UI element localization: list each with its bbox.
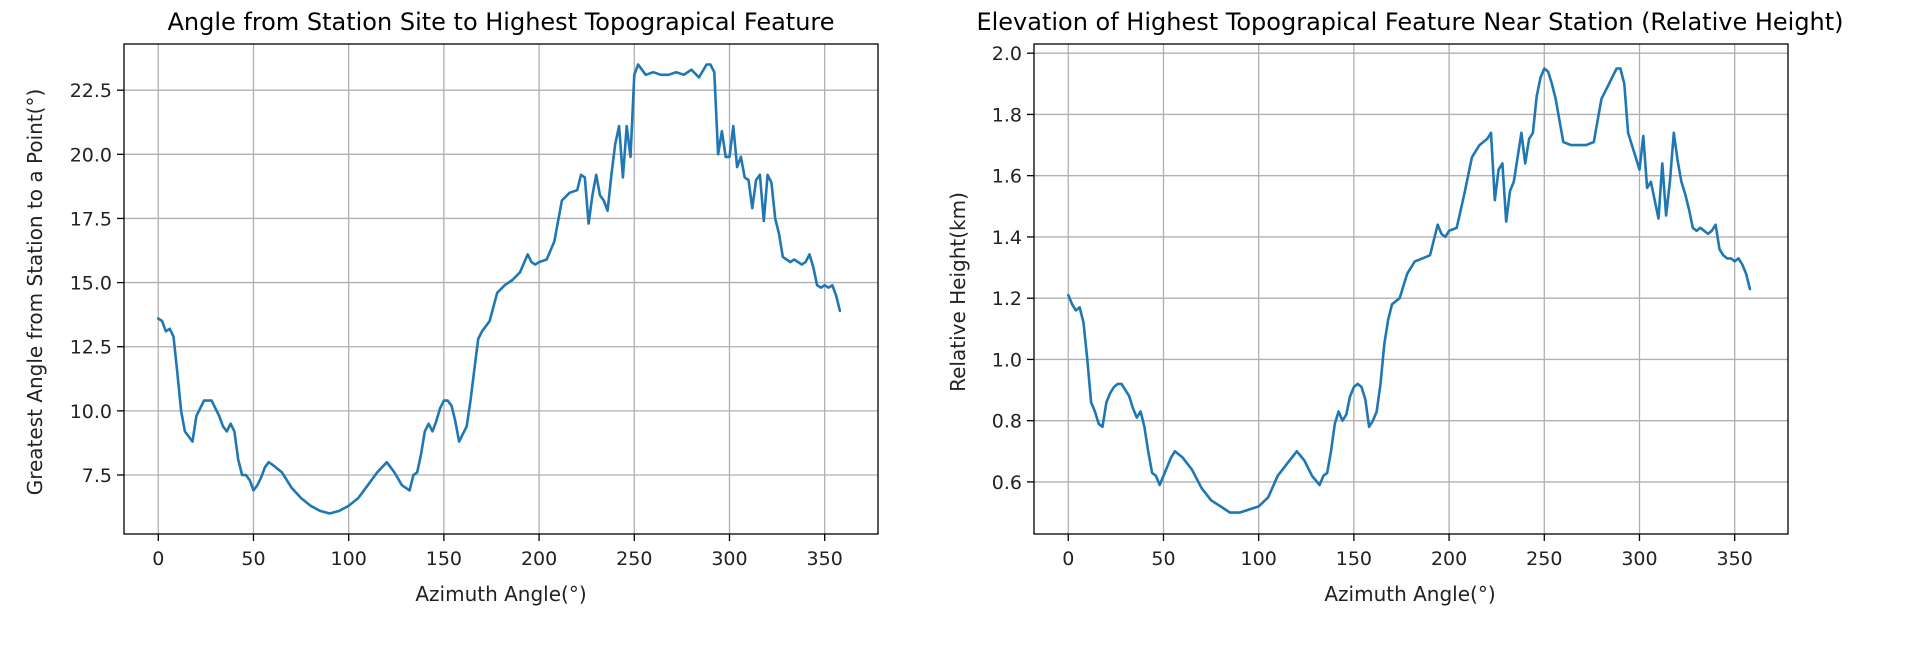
y-tick-label: 0.8 <box>992 411 1022 433</box>
y-tick-label: 12.5 <box>70 337 112 359</box>
x-tick-label: 350 <box>807 548 843 570</box>
plot-frame <box>123 43 879 535</box>
x-tick-label: 100 <box>331 548 367 570</box>
chart-angle: Angle from Station Site to Highest Topog… <box>23 8 879 606</box>
y-tick-label: 7.5 <box>82 465 112 487</box>
y-tick-label: 15.0 <box>70 273 112 295</box>
x-tick-label: 300 <box>711 548 747 570</box>
y-tick-label: 10.0 <box>70 401 112 423</box>
x-tick-label: 300 <box>1621 548 1657 570</box>
chart-elevation: Elevation of Highest Topograpical Featur… <box>946 8 1844 606</box>
x-axis-label: Azimuth Angle(°) <box>1324 582 1495 606</box>
y-tick-label: 22.5 <box>70 80 112 102</box>
x-tick-label: 200 <box>1431 548 1467 570</box>
series-line <box>1067 67 1752 514</box>
x-tick-label: 350 <box>1717 548 1753 570</box>
y-tick-label: 1.4 <box>992 227 1022 249</box>
y-tick-label: 1.2 <box>992 288 1022 310</box>
x-tick-label: 150 <box>426 548 462 570</box>
y-tick-label: 1.6 <box>992 166 1022 188</box>
chart-title: Elevation of Highest Topograpical Featur… <box>976 8 1843 36</box>
x-tick-label: 100 <box>1241 548 1277 570</box>
x-tick-label: 0 <box>1062 548 1074 570</box>
x-tick-label: 50 <box>241 548 265 570</box>
chart-title: Angle from Station Site to Highest Topog… <box>167 8 834 36</box>
y-tick-label: 1.8 <box>992 104 1022 126</box>
x-axis-label: Azimuth Angle(°) <box>415 582 586 606</box>
y-axis-label: Relative Height(km) <box>946 192 970 392</box>
y-tick-label: 1.0 <box>992 349 1022 371</box>
x-tick-label: 250 <box>1526 548 1562 570</box>
x-tick-label: 250 <box>616 548 652 570</box>
x-tick-label: 50 <box>1151 548 1175 570</box>
y-tick-label: 17.5 <box>70 208 112 230</box>
y-tick-label: 20.0 <box>70 144 112 166</box>
x-tick-label: 200 <box>521 548 557 570</box>
series-line <box>157 63 842 515</box>
x-tick-label: 150 <box>1336 548 1372 570</box>
x-tick-label: 0 <box>152 548 164 570</box>
y-tick-label: 0.6 <box>992 472 1022 494</box>
y-tick-label: 2.0 <box>992 43 1022 65</box>
plot-frame <box>1033 43 1789 535</box>
y-axis-label: Greatest Angle from Station to a Point(°… <box>23 89 47 496</box>
